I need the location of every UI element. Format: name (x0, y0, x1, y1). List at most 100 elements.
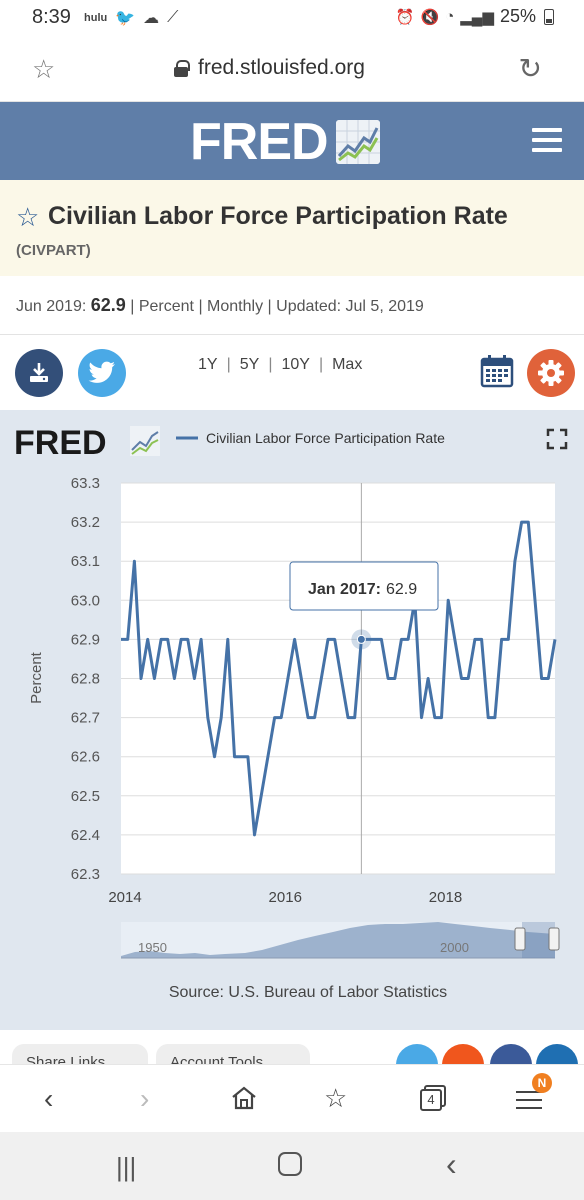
series-title-block: ☆ Civilian Labor Force Participation Rat… (0, 180, 584, 276)
divider (0, 334, 584, 335)
series-id: (CIVPART) (16, 242, 91, 259)
x-tick-label: 2016 (269, 889, 302, 906)
twitter-icon: 🐦 (115, 10, 136, 27)
fred-logo-chart-icon (335, 120, 380, 164)
tabs-button[interactable]: 4 (420, 1085, 446, 1111)
chart-source: Source: U.S. Bureau of Labor Statistics (169, 984, 447, 1001)
twitter-icon (88, 361, 115, 383)
range-max[interactable]: Max (332, 356, 363, 373)
download-button[interactable] (15, 349, 63, 397)
android-back-icon[interactable]: ‹ (446, 1146, 457, 1182)
wifi-icon: ◔ (445, 8, 455, 25)
mute-icon: 🔇 (420, 8, 440, 26)
android-nav: ||| ‹ (0, 1132, 584, 1200)
chart-svg[interactable]: FRED Civilian Labor Force Participation … (0, 410, 584, 1030)
fred-header: FRED (0, 102, 584, 180)
y-tick-label: 63.1 (71, 553, 100, 570)
y-tick-labels: 63.3 63.2 63.1 63.0 62.9 62.8 62.7 62.6 62.5 62.4… (71, 475, 100, 883)
home-button-icon[interactable] (278, 1152, 302, 1176)
alarm-icon: ⏰ (395, 8, 415, 26)
latest-period: Jun 2019: (16, 298, 87, 315)
status-left-icons: hulu 🐦 ☁ ⟋ (84, 8, 178, 28)
latest-value: 62.9 (90, 295, 126, 315)
series-title: Civilian Labor Force Participation Rate (48, 202, 508, 230)
twitter-share-button[interactable] (78, 349, 126, 397)
tab-count: 4 (420, 1089, 442, 1111)
download-icon (30, 363, 48, 382)
range-links: 1Y | 5Y | 10Y | Max (198, 356, 363, 373)
range-navigator[interactable]: 1950 2000 (121, 922, 560, 959)
range-10y[interactable]: 10Y (281, 356, 310, 373)
chart-panel: FRED Civilian Labor Force Participation … (0, 410, 584, 1030)
series-line[interactable] (121, 520, 557, 837)
y-tick-label: 62.3 (71, 866, 100, 883)
reddit-social-icon[interactable] (442, 1044, 484, 1064)
status-right: ⏰ 🔇 ◔ ▂▄▆ 25% (396, 6, 554, 27)
y-tick-label: 62.8 (71, 671, 100, 688)
y-tick-label: 63.2 (71, 514, 100, 531)
y-axis-label: Percent (28, 651, 45, 704)
updated-label: Updated: (276, 298, 342, 315)
x-tick-label: 2018 (429, 889, 462, 906)
range-5y[interactable]: 5Y (239, 356, 260, 373)
units: Percent (138, 298, 194, 315)
y-tick-label: 62.9 (71, 631, 100, 648)
grid-lines (121, 482, 555, 875)
tooltip-label: Jan 2017: (308, 581, 381, 598)
home-icon[interactable] (230, 1085, 258, 1111)
notification-badge: N (532, 1073, 552, 1093)
series-meta: Jun 2019: 62.9 | Percent | Monthly | Upd… (16, 295, 424, 315)
y-tick-label: 63.3 (71, 475, 100, 492)
y-tick-label: 62.5 (71, 788, 100, 805)
y-tick-label: 62.4 (71, 827, 100, 844)
battery-icon (544, 8, 554, 25)
address-bar: ☆ fred.stlouisfed.org ↻ (0, 36, 584, 102)
cloud-icon: ☁ (143, 10, 160, 27)
calendar-icon[interactable] (480, 354, 514, 388)
navigator-handle-right[interactable] (548, 927, 560, 951)
x-tick-labels: 2014 2016 2018 (108, 889, 462, 906)
account-tools-button[interactable]: Account Tools (156, 1044, 310, 1064)
fred-logo-text: FRED (190, 113, 329, 171)
bookmarks-icon[interactable]: ☆ (324, 1083, 348, 1113)
chart-tooltip: Jan 2017: 62.9 (289, 561, 439, 611)
linkedin-social-icon[interactable] (536, 1044, 578, 1064)
facebook-social-icon[interactable] (490, 1044, 532, 1064)
chart-fred-logo: FRED (14, 424, 107, 462)
navigator-handle-left[interactable] (514, 927, 526, 951)
status-bar: 8:39 hulu 🐦 ☁ ⟋ ⏰ 🔇 ◔ ▂▄▆ 25% (0, 0, 584, 36)
frequency: Monthly (207, 298, 264, 315)
range-1y[interactable]: 1Y (198, 356, 218, 373)
fred-logo[interactable]: FRED (190, 116, 380, 168)
fullscreen-icon[interactable] (546, 428, 568, 450)
share-links-button[interactable]: Share Links (12, 1044, 148, 1064)
hulu-icon: hulu (84, 12, 108, 24)
battery-percent: 25% (499, 6, 536, 26)
hamburger-menu-icon[interactable] (532, 128, 562, 152)
sprint-icon: ⟋ (167, 9, 179, 26)
forward-icon[interactable]: › (140, 1083, 150, 1114)
signal-icon: ▂▄▆ (460, 8, 494, 26)
reload-icon[interactable]: ↻ (518, 53, 542, 84)
url-text: fred.stlouisfed.org (198, 56, 365, 79)
twitter-social-icon[interactable] (396, 1044, 438, 1064)
hover-point (356, 634, 366, 644)
back-icon[interactable]: ‹ (44, 1083, 54, 1114)
favorite-star-icon[interactable]: ☆ (16, 202, 40, 232)
recent-apps-icon[interactable]: ||| (116, 1152, 137, 1182)
y-tick-label: 62.6 (71, 749, 100, 766)
account-tools-label: Account Tools (170, 1054, 264, 1064)
browser-nav: ‹ › ☆ 4 N (0, 1064, 584, 1132)
y-tick-label: 63.0 (71, 592, 100, 609)
tooltip-value: 62.9 (386, 581, 417, 598)
chart-fred-logo-icon (130, 426, 160, 456)
bookmark-star-icon[interactable]: ☆ (32, 54, 56, 84)
share-links-label: Share Links (26, 1054, 106, 1064)
settings-button[interactable] (527, 349, 575, 397)
y-tick-label: 62.7 (71, 710, 100, 727)
url-field[interactable]: fred.stlouisfed.org (174, 56, 365, 80)
browser-menu-icon[interactable] (516, 1091, 542, 1109)
navigator-label-2000: 2000 (440, 940, 469, 955)
gear-icon (538, 360, 564, 386)
share-row: Share Links Account Tools (0, 1030, 584, 1064)
